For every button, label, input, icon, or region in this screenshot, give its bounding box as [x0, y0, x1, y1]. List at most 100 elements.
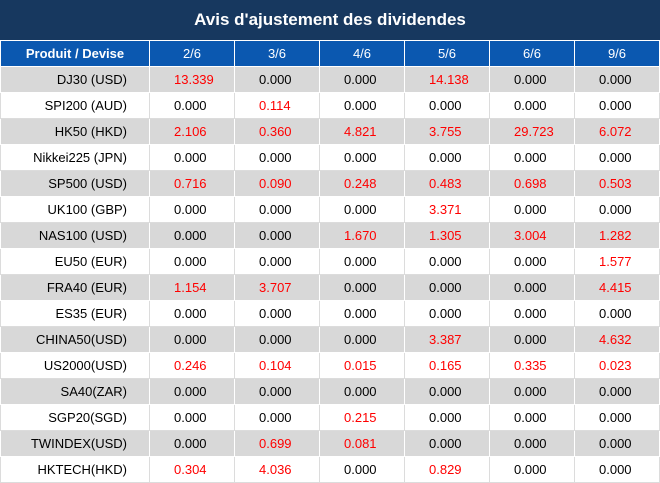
product-cell: Nikkei225 (JPN) — [0, 144, 150, 171]
value-cell: 0.000 — [149, 248, 235, 275]
page-title-bar: Avis d'ajustement des dividendes — [0, 0, 660, 40]
value-cell: 0.248 — [319, 170, 405, 197]
value-cell: 0.081 — [319, 430, 405, 457]
value-cell: 0.000 — [319, 274, 405, 301]
table-row: US2000(USD) 0.246 0.104 0.015 0.165 0.335 0.02… — [0, 352, 660, 379]
value-cell: 0.000 — [319, 378, 405, 405]
value-cell: 3.387 — [404, 326, 490, 353]
value-cell: 0.000 — [319, 456, 405, 483]
value-cell: 3.371 — [404, 196, 490, 223]
value-cell: 0.165 — [404, 352, 490, 379]
value-cell: 0.000 — [234, 144, 320, 171]
value-cell: 1.670 — [319, 222, 405, 249]
table-row: DJ30 (USD) 13.339 0.000 0.000 14.138 0.000 0.0… — [0, 66, 660, 93]
value-cell: 3.755 — [404, 118, 490, 145]
value-cell: 1.154 — [149, 274, 235, 301]
value-cell: 6.072 — [574, 118, 660, 145]
table-row: CHINA50(USD) 0.000 0.000 0.000 3.387 0.000 4.6… — [0, 326, 660, 353]
product-cell: EU50 (EUR) — [0, 248, 150, 275]
header-date: 5/6 — [404, 40, 490, 67]
value-cell: 0.000 — [319, 248, 405, 275]
table-row: HKTECH(HKD) 0.304 4.036 0.000 0.829 0.000 0.00… — [0, 456, 660, 483]
product-cell: SGP20(SGD) — [0, 404, 150, 431]
value-cell: 0.360 — [234, 118, 320, 145]
header-date: 6/6 — [489, 40, 575, 67]
value-cell: 0.000 — [489, 404, 575, 431]
value-cell: 0.000 — [234, 404, 320, 431]
value-cell: 0.000 — [489, 456, 575, 483]
value-cell: 0.000 — [149, 404, 235, 431]
value-cell: 0.000 — [574, 92, 660, 119]
value-cell: 0.000 — [574, 196, 660, 223]
product-cell: TWINDEX(USD) — [0, 430, 150, 457]
value-cell: 0.000 — [489, 248, 575, 275]
value-cell: 0.000 — [319, 144, 405, 171]
value-cell: 0.483 — [404, 170, 490, 197]
header-date: 4/6 — [319, 40, 405, 67]
value-cell: 0.000 — [319, 300, 405, 327]
table-row: FRA40 (EUR) 1.154 3.707 0.000 0.000 0.000 4.41… — [0, 274, 660, 301]
value-cell: 0.000 — [489, 326, 575, 353]
value-cell: 0.000 — [319, 326, 405, 353]
product-cell: ES35 (EUR) — [0, 300, 150, 327]
value-cell: 0.000 — [149, 222, 235, 249]
value-cell: 0.023 — [574, 352, 660, 379]
value-cell: 0.000 — [404, 144, 490, 171]
product-cell: SPI200 (AUD) — [0, 92, 150, 119]
product-cell: UK100 (GBP) — [0, 196, 150, 223]
value-cell: 0.335 — [489, 352, 575, 379]
table-row: EU50 (EUR) 0.000 0.000 0.000 0.000 0.000 1.577 — [0, 248, 660, 275]
table-row: UK100 (GBP) 0.000 0.000 0.000 3.371 0.000 0.00… — [0, 196, 660, 223]
table-row: Nikkei225 (JPN) 0.000 0.000 0.000 0.000 0.000… — [0, 144, 660, 171]
value-cell: 0.000 — [574, 430, 660, 457]
header-date: 3/6 — [234, 40, 320, 67]
value-cell: 0.000 — [574, 456, 660, 483]
value-cell: 14.138 — [404, 66, 490, 93]
value-cell: 0.000 — [489, 274, 575, 301]
product-cell: US2000(USD) — [0, 352, 150, 379]
header-date: 2/6 — [149, 40, 235, 67]
header-product: Produit / Devise — [0, 40, 150, 67]
value-cell: 0.000 — [404, 430, 490, 457]
value-cell: 0.000 — [489, 144, 575, 171]
value-cell: 0.000 — [234, 222, 320, 249]
value-cell: 0.000 — [149, 300, 235, 327]
table-row: SA40(ZAR) 0.000 0.000 0.000 0.000 0.000 0.000 — [0, 378, 660, 405]
value-cell: 0.698 — [489, 170, 575, 197]
value-cell: 0.114 — [234, 92, 320, 119]
value-cell: 4.821 — [319, 118, 405, 145]
value-cell: 0.215 — [319, 404, 405, 431]
value-cell: 0.000 — [574, 144, 660, 171]
header-row: Produit / Devise 2/6 3/6 4/6 5/6 6/6 9/6 — [0, 40, 660, 67]
product-cell: NAS100 (USD) — [0, 222, 150, 249]
value-cell: 0.000 — [149, 196, 235, 223]
page-title: Avis d'ajustement des dividendes — [194, 10, 466, 29]
product-cell: CHINA50(USD) — [0, 326, 150, 353]
value-cell: 0.000 — [149, 378, 235, 405]
value-cell: 0.000 — [234, 196, 320, 223]
value-cell: 0.000 — [404, 274, 490, 301]
value-cell: 0.000 — [149, 92, 235, 119]
value-cell: 0.000 — [404, 404, 490, 431]
table-row: SPI200 (AUD) 0.000 0.114 0.000 0.000 0.000 0.0… — [0, 92, 660, 119]
product-cell: DJ30 (USD) — [0, 66, 150, 93]
value-cell: 0.000 — [149, 326, 235, 353]
value-cell: 4.415 — [574, 274, 660, 301]
value-cell: 0.000 — [489, 300, 575, 327]
value-cell: 0.000 — [234, 378, 320, 405]
value-cell: 0.000 — [489, 378, 575, 405]
value-cell: 0.503 — [574, 170, 660, 197]
table-row: NAS100 (USD) 0.000 0.000 1.670 1.305 3.004 1.2… — [0, 222, 660, 249]
value-cell: 0.000 — [404, 248, 490, 275]
value-cell: 0.000 — [489, 92, 575, 119]
value-cell: 0.000 — [234, 326, 320, 353]
value-cell: 0.015 — [319, 352, 405, 379]
value-cell: 0.104 — [234, 352, 320, 379]
value-cell: 0.000 — [149, 144, 235, 171]
value-cell: 0.304 — [149, 456, 235, 483]
table-row: HK50 (HKD) 2.106 0.360 4.821 3.755 29.723 6.07… — [0, 118, 660, 145]
value-cell: 2.106 — [149, 118, 235, 145]
table-row: SP500 (USD) 0.716 0.090 0.248 0.483 0.698 0.50… — [0, 170, 660, 197]
value-cell: 0.000 — [234, 66, 320, 93]
value-cell: 0.000 — [404, 378, 490, 405]
